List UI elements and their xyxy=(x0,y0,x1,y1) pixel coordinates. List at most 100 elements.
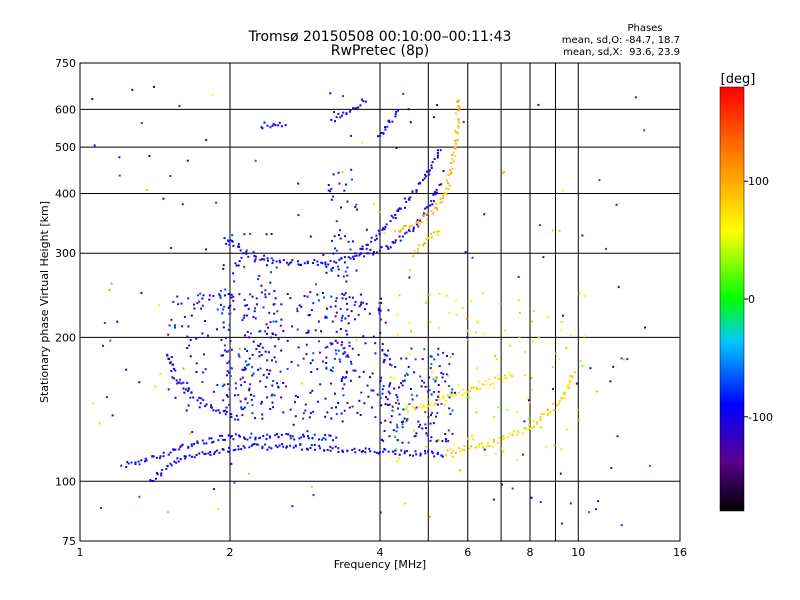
data-point xyxy=(383,228,386,231)
data-point xyxy=(436,156,439,159)
data-point xyxy=(355,107,358,110)
data-point xyxy=(366,243,369,246)
data-point xyxy=(372,389,375,392)
data-point xyxy=(323,296,326,299)
data-point xyxy=(268,435,271,438)
data-point xyxy=(433,455,436,458)
data-point xyxy=(246,364,249,367)
data-point xyxy=(334,247,336,250)
data-point xyxy=(356,208,358,211)
data-point xyxy=(379,511,382,514)
data-point xyxy=(396,396,399,399)
data-point xyxy=(401,441,404,444)
data-point xyxy=(98,422,101,425)
data-point xyxy=(278,259,281,262)
data-point xyxy=(364,342,367,345)
data-point xyxy=(264,385,267,388)
data-point xyxy=(401,423,404,426)
data-point xyxy=(617,286,620,289)
data-point xyxy=(290,261,293,264)
data-point xyxy=(337,349,340,352)
data-point xyxy=(328,434,331,437)
data-point xyxy=(186,159,189,162)
data-point xyxy=(527,428,530,431)
data-point xyxy=(457,105,460,108)
data-point xyxy=(430,393,433,396)
data-point xyxy=(409,121,412,124)
data-point xyxy=(272,259,275,262)
data-point xyxy=(337,112,340,115)
data-point xyxy=(332,252,335,255)
data-point xyxy=(412,226,415,229)
data-point xyxy=(455,112,457,115)
data-point xyxy=(184,457,187,460)
data-point xyxy=(372,251,375,253)
data-point xyxy=(234,448,237,451)
data-point xyxy=(502,450,505,453)
data-point xyxy=(441,440,444,442)
colorbar-tick-label: 0 xyxy=(748,293,755,306)
data-point xyxy=(457,384,460,387)
data-point xyxy=(427,205,430,208)
data-point xyxy=(417,420,420,423)
data-point xyxy=(263,121,266,124)
data-point xyxy=(433,116,435,119)
data-point xyxy=(442,351,445,354)
data-point xyxy=(324,434,327,436)
data-point xyxy=(485,454,488,457)
data-point xyxy=(339,116,342,119)
data-point xyxy=(465,336,468,339)
data-point xyxy=(388,392,391,395)
data-point xyxy=(285,446,288,449)
data-point xyxy=(344,292,347,295)
data-point xyxy=(202,399,205,402)
data-point xyxy=(318,444,321,447)
data-point xyxy=(553,444,556,447)
data-point xyxy=(222,438,225,441)
data-point xyxy=(323,449,326,452)
data-point xyxy=(228,312,231,315)
data-point xyxy=(275,266,278,269)
data-point xyxy=(461,394,464,397)
data-point xyxy=(266,264,268,267)
data-point xyxy=(260,284,263,287)
data-point xyxy=(568,381,571,384)
data-point xyxy=(360,301,363,304)
data-point xyxy=(282,411,285,414)
data-point xyxy=(531,389,534,392)
data-point xyxy=(352,255,355,258)
data-point xyxy=(431,450,433,453)
data-point xyxy=(306,262,309,265)
y-tick-label: 750 xyxy=(55,57,76,70)
data-point xyxy=(399,231,402,234)
data-point xyxy=(395,423,398,426)
data-point xyxy=(409,454,411,457)
data-point xyxy=(324,263,327,266)
data-point xyxy=(379,380,382,383)
data-point xyxy=(539,418,542,421)
data-point xyxy=(229,239,232,242)
data-point xyxy=(432,231,435,234)
data-point xyxy=(387,247,390,250)
data-point xyxy=(181,203,184,206)
data-point xyxy=(334,300,337,303)
data-point xyxy=(266,396,269,399)
data-point xyxy=(235,414,238,417)
data-point xyxy=(398,207,401,210)
data-point xyxy=(261,127,264,130)
data-point xyxy=(373,203,376,205)
data-point xyxy=(276,382,278,385)
data-point xyxy=(393,377,396,380)
data-point xyxy=(431,371,434,374)
data-point xyxy=(208,298,211,301)
data-point xyxy=(222,267,225,270)
data-point xyxy=(316,263,319,266)
data-point xyxy=(358,254,361,257)
data-point xyxy=(419,403,422,406)
data-point xyxy=(326,345,329,348)
data-point xyxy=(277,435,280,438)
data-point xyxy=(343,409,346,412)
data-point xyxy=(339,328,342,330)
data-point xyxy=(402,225,405,228)
data-point xyxy=(343,294,346,296)
